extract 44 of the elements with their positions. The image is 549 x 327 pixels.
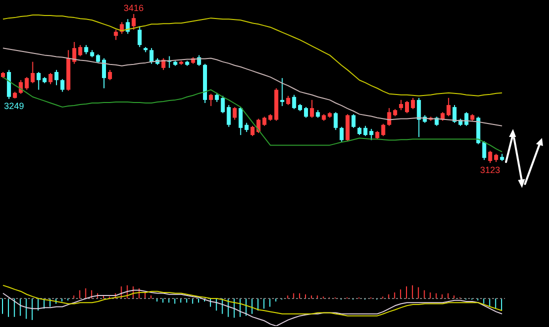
candlestick: [214, 92, 219, 102]
candlestick: [416, 97, 421, 138]
candlestick: [310, 99, 314, 118]
candlestick: [18, 80, 23, 94]
candlestick: [363, 125, 368, 137]
candlestick: [286, 95, 290, 106]
candlestick: [102, 58, 106, 89]
candlestick: [54, 69, 58, 86]
candlestick: [452, 104, 457, 124]
annotation: 3249: [4, 100, 24, 111]
candlestick: [488, 150, 492, 164]
annotation: 3416: [124, 3, 144, 13]
candlestick: [244, 122, 249, 132]
candlestick: [48, 72, 53, 85]
candlestick: [352, 114, 356, 128]
candlestick: [208, 93, 213, 107]
candlestick: [399, 99, 404, 111]
candlestick: [280, 78, 284, 107]
candlestick: [226, 104, 231, 128]
candlestick: [126, 18, 130, 34]
candlestick: [387, 108, 392, 126]
candlestick: [84, 44, 88, 55]
candlestick: [60, 78, 64, 92]
candlestick: [334, 112, 338, 130]
candlestick: [232, 106, 237, 120]
candlestick: [238, 106, 243, 136]
candlestick: [405, 100, 409, 114]
candlestick: [304, 106, 308, 118]
candlestick: [340, 126, 344, 143]
candlestick: [132, 14, 136, 30]
candlestick: [138, 26, 142, 48]
candlestick: [250, 125, 255, 137]
candlestick: [262, 116, 266, 126]
candlestick: [292, 94, 296, 110]
candlestick: [150, 48, 154, 64]
candlestick: [220, 95, 225, 114]
candlestick: [446, 97, 451, 117]
candlestick: [36, 71, 41, 90]
candlestick: [464, 112, 468, 126]
candlestick: [114, 29, 118, 40]
annotation: 3123: [480, 165, 500, 175]
candlestick: [108, 69, 112, 81]
candlestick: [410, 97, 415, 110]
candlestick: [369, 128, 374, 141]
